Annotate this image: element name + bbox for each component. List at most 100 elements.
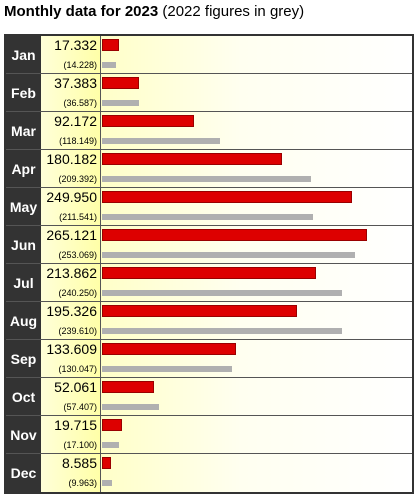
bar-area: [101, 416, 412, 453]
bar-2022: [102, 442, 120, 448]
value-2023: 17.332: [54, 37, 97, 53]
value-2023: 180.182: [46, 151, 97, 167]
bar-2022: [102, 366, 232, 372]
value-cell: 17.332 (14.228): [41, 36, 101, 73]
value-2022: (9.963): [68, 478, 97, 488]
bar-area: [101, 188, 412, 225]
value-cell: 195.326 (239.610): [41, 302, 101, 339]
month-row: Feb 37.383 (36.587): [6, 74, 412, 112]
month-row: Mar 92.172 (118.149): [6, 112, 412, 150]
month-row: Jun 265.121 (253.069): [6, 226, 412, 264]
value-2022: (253.069): [58, 250, 97, 260]
bar-2023: [102, 153, 283, 165]
bar-area: [101, 302, 412, 339]
value-2022: (36.587): [63, 98, 97, 108]
bar-2023: [102, 381, 155, 393]
bar-area: [101, 378, 412, 415]
value-2022: (211.541): [59, 212, 97, 222]
bar-area: [101, 264, 412, 301]
value-2023: 19.715: [54, 417, 97, 433]
month-label: Jul: [6, 264, 41, 301]
value-2022: (57.407): [63, 402, 97, 412]
chart-title-note: (2022 figures in grey): [162, 3, 305, 20]
chart-title: Monthly data for 2023 (2022 figures in g…: [4, 3, 304, 20]
value-cell: 37.383 (36.587): [41, 74, 101, 111]
month-row: Oct 52.061 (57.407): [6, 378, 412, 416]
bar-2022: [102, 404, 160, 410]
value-cell: 92.172 (118.149): [41, 112, 101, 149]
value-cell: 8.585 (9.963): [41, 454, 101, 492]
month-row: May 249.950 (211.541): [6, 188, 412, 226]
bar-2022: [102, 62, 117, 68]
bar-2023: [102, 115, 195, 127]
bar-2023: [102, 457, 111, 469]
month-label: Oct: [6, 378, 41, 415]
value-2023: 133.609: [46, 341, 97, 357]
month-row: Nov 19.715 (17.100): [6, 416, 412, 454]
bar-2022: [102, 328, 342, 334]
chart-title-bold: Monthly data for 2023: [4, 3, 159, 20]
value-2022: (239.610): [58, 326, 97, 336]
month-row: Jul 213.862 (240.250): [6, 264, 412, 302]
bar-2022: [102, 252, 355, 258]
bar-2022: [102, 480, 112, 486]
month-row: Apr 180.182 (209.392): [6, 150, 412, 188]
value-2023: 249.950: [46, 189, 97, 205]
bar-2022: [102, 138, 221, 144]
bar-area: [101, 74, 412, 111]
value-2023: 213.862: [46, 265, 97, 281]
month-label: Mar: [6, 112, 41, 149]
value-cell: 52.061 (57.407): [41, 378, 101, 415]
value-2023: 265.121: [46, 227, 97, 243]
bar-area: [101, 226, 412, 263]
bar-2022: [102, 290, 343, 296]
month-label: Dec: [6, 454, 41, 492]
month-row: Sep 133.609 (130.047): [6, 340, 412, 378]
bar-2023: [102, 305, 298, 317]
bar-area: [101, 454, 412, 492]
bar-2023: [102, 419, 122, 431]
value-2022: (17.100): [63, 440, 97, 450]
month-row: Dec 8.585 (9.963): [6, 454, 412, 492]
bar-2022: [102, 214, 314, 220]
bar-area: [101, 150, 412, 187]
bar-2022: [102, 176, 312, 182]
value-cell: 180.182 (209.392): [41, 150, 101, 187]
bar-2023: [102, 267, 316, 279]
bar-2023: [102, 343, 236, 355]
month-label: Nov: [6, 416, 41, 453]
bar-2023: [102, 191, 352, 203]
month-label: Feb: [6, 74, 41, 111]
month-row: Jan 17.332 (14.228): [6, 36, 412, 74]
value-cell: 213.862 (240.250): [41, 264, 101, 301]
month-label: May: [6, 188, 41, 225]
value-2022: (118.149): [59, 136, 97, 146]
bar-area: [101, 340, 412, 377]
month-label: Jun: [6, 226, 41, 263]
bar-2023: [102, 229, 367, 241]
value-2023: 52.061: [54, 379, 97, 395]
value-2022: (209.392): [58, 174, 97, 184]
value-2022: (130.047): [58, 364, 97, 374]
value-2022: (14.228): [63, 60, 97, 70]
bar-2023: [102, 77, 140, 89]
value-cell: 133.609 (130.047): [41, 340, 101, 377]
month-row: Aug 195.326 (239.610): [6, 302, 412, 340]
bar-area: [101, 112, 412, 149]
monthly-table: Jan 17.332 (14.228) Feb 37.383 (36.587) Mar 92.…: [4, 34, 414, 494]
value-2023: 92.172: [54, 113, 97, 129]
value-2023: 37.383: [54, 75, 97, 91]
month-label: Apr: [6, 150, 41, 187]
value-cell: 249.950 (211.541): [41, 188, 101, 225]
month-label: Sep: [6, 340, 41, 377]
month-label: Aug: [6, 302, 41, 339]
bar-area: [101, 36, 412, 73]
value-cell: 265.121 (253.069): [41, 226, 101, 263]
value-2022: (240.250): [58, 288, 97, 298]
value-2023: 8.585: [61, 455, 97, 471]
value-cell: 19.715 (17.100): [41, 416, 101, 453]
bar-2023: [102, 39, 120, 51]
month-label: Jan: [6, 36, 41, 73]
bar-2022: [102, 100, 139, 106]
value-2023: 195.326: [46, 303, 97, 319]
